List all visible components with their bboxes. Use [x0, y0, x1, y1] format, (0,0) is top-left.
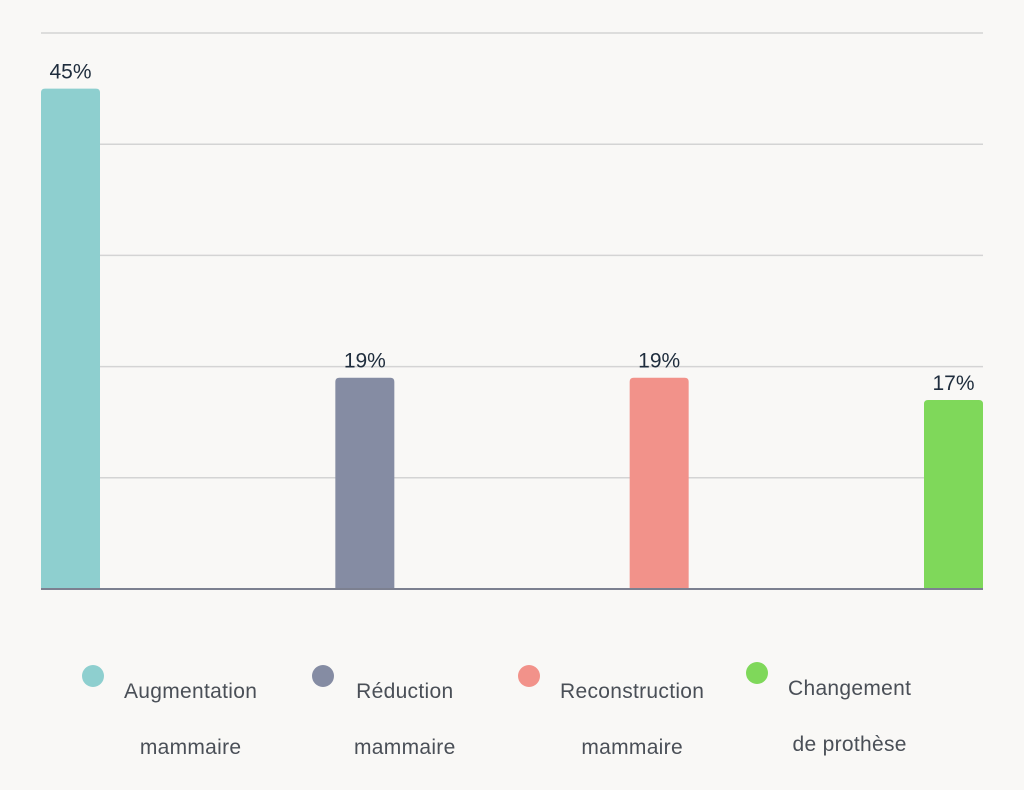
- bar-2: [335, 377, 395, 589]
- data-label-3: 19%: [638, 350, 680, 373]
- legend-swatch-reduction: [312, 665, 334, 687]
- legend-swatch-reconstruction: [518, 665, 540, 687]
- legend-label-line2: mammaire: [139, 736, 242, 759]
- chart-area: 45% 19% 19% 17% Augmentation mammaire Réduc…: [0, 32, 1024, 759]
- legend-item-reduction: Réduction mammaire: [312, 650, 456, 790]
- legend-label-augmentation: Augmentation mammaire: [124, 650, 257, 790]
- data-label-2: 19%: [344, 350, 386, 373]
- bar-3: [629, 377, 689, 589]
- legend-item-changement: Changement de prothèse: [746, 647, 911, 787]
- legend-label-line2: mammaire: [581, 736, 683, 759]
- legend-label-line1: Reconstruction: [560, 680, 705, 703]
- data-label-1: 45%: [49, 61, 91, 84]
- legend-label-line2: de prothèse: [792, 733, 907, 756]
- data-label-4: 17%: [932, 372, 974, 395]
- bar-1: [41, 88, 100, 589]
- legend-label-line1: Augmentation: [124, 680, 258, 703]
- legend-label-reconstruction: Reconstruction mammaire: [560, 650, 704, 790]
- legend-swatch-augmentation: [82, 665, 104, 687]
- bar-chart: 45% 19% 19% 17%: [41, 32, 983, 590]
- legend-item-augmentation: Augmentation mammaire: [82, 650, 257, 790]
- legend-label-line2: mammaire: [354, 736, 456, 759]
- legend-label-line1: Changement: [788, 677, 912, 700]
- legend-item-reconstruction: Reconstruction mammaire: [518, 650, 704, 790]
- legend-label-line1: Réduction: [356, 680, 454, 703]
- legend-label-changement: Changement de prothèse: [788, 647, 911, 787]
- legend-swatch-changement: [746, 662, 768, 684]
- legend: Augmentation mammaire Réduction mammaire…: [0, 650, 1024, 759]
- legend-label-reduction: Réduction mammaire: [354, 650, 456, 790]
- bar-4: [924, 399, 983, 589]
